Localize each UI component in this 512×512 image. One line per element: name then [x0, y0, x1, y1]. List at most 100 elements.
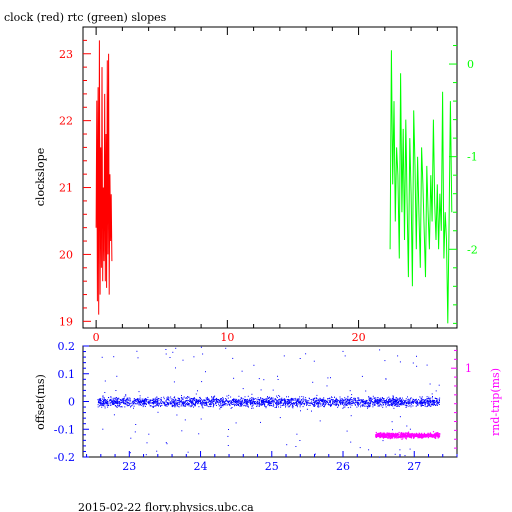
offset-point: [306, 401, 308, 403]
offset-point: [428, 396, 430, 398]
offset-point: [366, 405, 368, 407]
offset-point: [241, 402, 243, 404]
offset-point: [252, 400, 254, 402]
offset-point: [214, 395, 216, 397]
offset-point: [114, 397, 116, 399]
offset-point: [237, 403, 239, 405]
offset-point: [386, 400, 388, 402]
offset-ytick-label: -0.2: [54, 451, 75, 464]
offset-point: [378, 404, 380, 406]
offset-point: [244, 398, 246, 400]
rndtrip-point: [381, 436, 383, 438]
rndtrip-point: [436, 432, 438, 434]
offset-point: [130, 406, 131, 408]
offset-point: [110, 396, 112, 398]
offset-point: [230, 401, 232, 403]
offset-point: [272, 399, 274, 401]
offset-point: [192, 404, 193, 406]
offset-point: [101, 401, 103, 403]
offset-point: [152, 402, 153, 404]
offset-point: [230, 402, 232, 404]
offset-point: [251, 404, 253, 406]
offset-point: [152, 401, 154, 403]
offset-point: [253, 398, 255, 400]
offset-point: [285, 399, 287, 401]
offset-point: [237, 401, 239, 403]
offset-point: [388, 400, 390, 402]
offset-point: [330, 400, 331, 402]
offset-point: [122, 399, 124, 401]
offset-point: [122, 401, 124, 403]
offset-point: [416, 401, 418, 403]
rndtrip-point: [434, 437, 436, 439]
offset-point: [104, 407, 106, 409]
offset-point: [262, 398, 264, 400]
offset-point: [116, 402, 118, 404]
rndtrip-point: [385, 433, 387, 436]
offset-point: [275, 404, 277, 406]
offset-point: [100, 403, 102, 405]
rndtrip-point: [403, 436, 405, 438]
offset-point: [287, 401, 289, 403]
offset-point: [224, 403, 226, 405]
offset-point: [351, 403, 353, 404]
offset-point: [188, 405, 190, 407]
offset-point: [419, 400, 421, 402]
offset-point: [410, 404, 412, 406]
offset-point: [327, 398, 329, 399]
offset-point: [213, 403, 215, 405]
offset-point: [212, 406, 214, 408]
rndtrip-ytick-label: 1: [465, 362, 472, 375]
offset-point: [434, 401, 436, 403]
offset-point: [416, 403, 418, 404]
offset-point: [314, 398, 315, 400]
offset-point: [341, 399, 343, 401]
offset-ytick-label: 0.1: [58, 368, 76, 381]
offset-point: [396, 403, 397, 405]
offset-point: [186, 400, 188, 402]
offset-point: [258, 402, 260, 404]
offset-point: [144, 402, 146, 404]
offset-point: [385, 400, 387, 402]
offset-point: [254, 403, 255, 405]
offset-point: [421, 398, 422, 400]
offset-point: [154, 400, 156, 402]
offset-point: [229, 405, 231, 407]
offset-point: [368, 399, 370, 401]
rndtrip-point: [419, 435, 421, 437]
offset-point: [345, 400, 347, 402]
offset-point: [104, 399, 106, 401]
offset-point: [344, 398, 346, 400]
rndtrip-point: [413, 433, 415, 435]
offset-point: [391, 404, 393, 406]
offset-point: [250, 399, 252, 401]
offset-point: [139, 395, 141, 397]
offset-point: [248, 401, 250, 403]
offset-point: [213, 405, 214, 407]
offset-point: [103, 400, 105, 402]
offset-point: [182, 359, 184, 361]
offset-xtick-label: 27: [407, 460, 421, 473]
offset-point: [306, 404, 308, 406]
offset-point: [269, 399, 271, 401]
offset-point: [367, 402, 369, 404]
offset-point: [366, 400, 368, 402]
rndtrip-point: [391, 434, 393, 436]
offset-point: [102, 399, 104, 401]
offset-point: [299, 440, 301, 441]
offset-point: [395, 399, 397, 401]
rndtrip-point: [406, 432, 408, 434]
offset-point: [156, 403, 158, 405]
offset-point: [280, 402, 282, 404]
offset-point: [379, 402, 381, 404]
offset-point: [207, 396, 208, 398]
offset-point: [152, 407, 154, 408]
offset-point: [205, 404, 207, 406]
offset-point: [334, 400, 335, 402]
offset-point: [143, 401, 145, 403]
rndtrip-point: [381, 435, 383, 437]
offset-point: [277, 375, 278, 377]
offset-point: [129, 452, 131, 454]
offset-point: [118, 402, 120, 404]
